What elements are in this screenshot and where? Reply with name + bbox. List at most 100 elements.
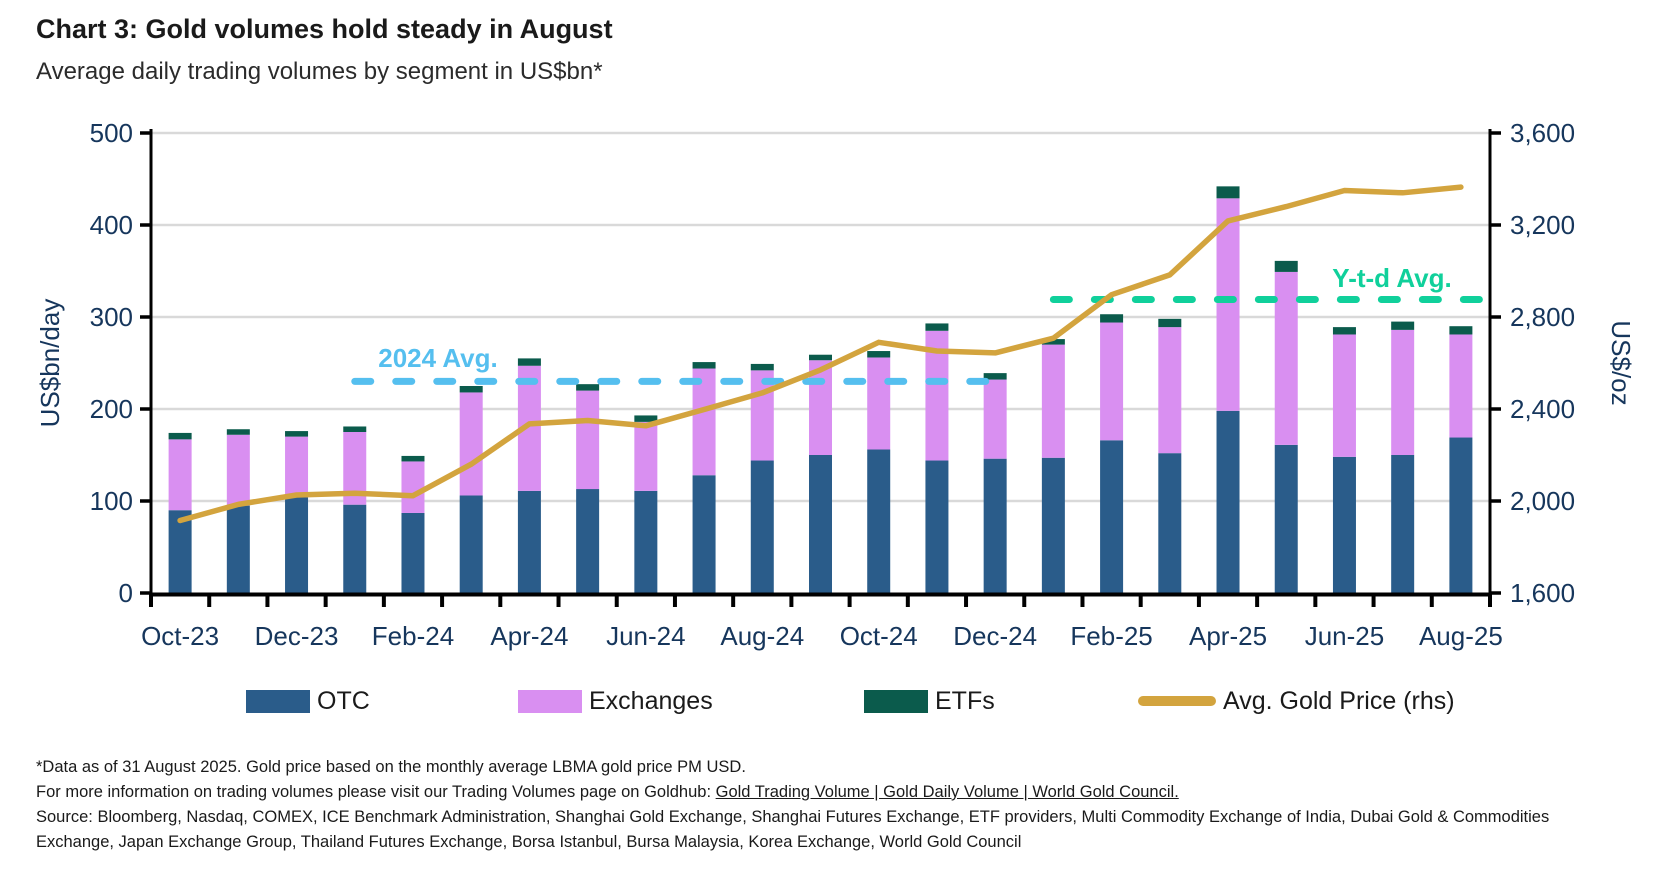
bar-segment-etfs-Jun-24 — [634, 415, 658, 422]
bar-segment-exchanges-Jul-24 — [692, 368, 716, 476]
left-axis-tick-label: 500 — [90, 118, 133, 148]
bar-segment-otc-Mar-25 — [1158, 453, 1182, 593]
bar-segment-otc-Apr-24 — [517, 490, 541, 593]
bar-segment-otc-Aug-25 — [1449, 437, 1473, 593]
bar-segment-otc-Apr-25 — [1216, 410, 1240, 593]
legend-label-otc: OTC — [317, 686, 370, 715]
right-axis-tick-label: 2,800 — [1510, 302, 1575, 332]
x-axis-tick-label: Feb-25 — [1070, 621, 1152, 651]
x-axis-tick-label: Apr-25 — [1189, 621, 1267, 651]
bar-segment-etfs-Dec-24 — [983, 373, 1007, 380]
x-axis-tick-label: Apr-24 — [490, 621, 568, 651]
bar-segment-exchanges-Feb-24 — [401, 461, 425, 513]
bar-segment-etfs-Oct-23 — [168, 432, 192, 440]
right-axis-tick-label: 3,600 — [1510, 118, 1575, 148]
bar-segment-exchanges-Dec-23 — [285, 436, 309, 498]
right-axis-tick-label: 3,200 — [1510, 210, 1575, 240]
bar-segment-otc-Jul-25 — [1391, 455, 1415, 593]
bar-segment-etfs-Mar-25 — [1158, 318, 1182, 328]
bar-segment-exchanges-May-25 — [1274, 271, 1298, 445]
bar-segment-exchanges-Oct-23 — [168, 439, 192, 511]
bar-segment-etfs-Dec-23 — [285, 431, 309, 437]
footnote-info-line: For more information on trading volumes … — [36, 780, 1628, 805]
goldhub-link[interactable]: Gold Trading Volume | Gold Daily Volume … — [715, 783, 1179, 801]
right-axis-tick-label: 2,400 — [1510, 394, 1575, 424]
bar-segment-otc-Jan-25 — [1041, 457, 1065, 593]
left-axis-tick-label: 400 — [90, 210, 133, 240]
bar-segment-exchanges-Jan-25 — [1041, 344, 1065, 458]
legend-item-etfs: ETFs — [864, 686, 995, 716]
bar-segment-exchanges-Apr-24 — [517, 365, 541, 491]
bar-segment-exchanges-Mar-24 — [459, 392, 483, 496]
x-axis-tick-label: Oct-23 — [141, 621, 219, 651]
x-axis-tick-label: Aug-24 — [720, 621, 804, 651]
gold-price-line — [177, 184, 1464, 524]
x-axis-tick-label: Dec-24 — [953, 621, 1037, 651]
bar-segment-exchanges-Nov-23 — [226, 434, 250, 506]
bar-segment-otc-Aug-24 — [750, 460, 774, 593]
bar-segment-exchanges-May-24 — [576, 390, 600, 490]
bar-segment-etfs-Feb-24 — [401, 455, 425, 462]
left-axis-title: US$bn/day — [35, 299, 65, 428]
bar-segment-otc-Sep-24 — [809, 455, 832, 593]
right-axis-tick-label: 1,600 — [1510, 578, 1575, 608]
legend-label-gold-price: Avg. Gold Price (rhs) — [1223, 686, 1455, 715]
legend-label-exchanges: Exchanges — [589, 686, 713, 715]
bar-segment-exchanges-Oct-24 — [867, 357, 891, 450]
bar-segment-exchanges-Jan-24 — [343, 432, 367, 505]
right-axis-title: US$/oz — [1606, 320, 1636, 405]
bar-segment-etfs-Jun-25 — [1332, 327, 1356, 335]
bar-segment-exchanges-Jun-24 — [634, 421, 658, 491]
bar-segment-exchanges-Feb-25 — [1100, 322, 1124, 441]
x-axis-tick-label: Oct-24 — [840, 621, 918, 651]
bar-segment-exchanges-Dec-24 — [983, 379, 1007, 459]
legend-item-exchanges: Exchanges — [518, 686, 713, 716]
bar-segment-otc-May-25 — [1274, 444, 1298, 593]
footnote-data-note: *Data as of 31 August 2025. Gold price b… — [36, 758, 746, 776]
bar-segment-exchanges-Nov-24 — [925, 330, 949, 461]
bar-segment-etfs-Apr-24 — [517, 358, 541, 366]
x-axis-tick-label: Aug-25 — [1419, 621, 1503, 651]
bar-segment-etfs-Oct-24 — [867, 351, 891, 358]
bar-segment-otc-Dec-23 — [285, 497, 309, 593]
bar-segment-otc-Oct-23 — [168, 510, 192, 593]
avg-annotation-label-avgytd: Y-t-d Avg. — [1332, 263, 1451, 293]
footnotes: *Data as of 31 August 2025. Gold price b… — [36, 755, 1628, 855]
bar-segment-otc-Jun-24 — [634, 490, 658, 593]
bar-segment-exchanges-Mar-25 — [1158, 327, 1182, 454]
bar-segment-etfs-Jul-24 — [692, 362, 716, 369]
bar-segment-exchanges-Jul-25 — [1391, 329, 1415, 455]
gold-price-line-swatch-icon — [1138, 696, 1216, 706]
bar-segment-etfs-Mar-24 — [459, 386, 483, 393]
bar-segment-etfs-May-24 — [576, 384, 600, 391]
bar-segment-exchanges-Jun-25 — [1332, 334, 1356, 457]
legend-item-gold-price: Avg. Gold Price (rhs) — [1138, 686, 1455, 716]
left-axis-tick-label: 300 — [90, 302, 133, 332]
bar-segment-etfs-Aug-25 — [1449, 326, 1473, 335]
bar-segment-otc-Feb-25 — [1100, 440, 1124, 593]
bar-segment-exchanges-Apr-25 — [1216, 198, 1240, 411]
bar-segment-otc-Mar-24 — [459, 495, 483, 593]
bar-segment-otc-Oct-24 — [867, 449, 891, 593]
left-axis-tick-label: 200 — [90, 394, 133, 424]
bar-segment-etfs-Sep-24 — [809, 354, 832, 361]
x-axis-tick-label: Jun-24 — [606, 621, 686, 651]
footnote-info-prefix: For more information on trading volumes … — [36, 783, 716, 801]
bar-segment-etfs-Apr-25 — [1216, 186, 1240, 199]
bar-segment-otc-Nov-24 — [925, 460, 949, 593]
otc-swatch-icon — [246, 689, 310, 713]
bar-segment-etfs-Aug-24 — [750, 363, 774, 371]
bar-segment-etfs-Nov-24 — [925, 323, 949, 331]
bar-segment-etfs-Jul-25 — [1391, 321, 1415, 330]
bar-segment-otc-Jan-24 — [343, 504, 367, 593]
exchanges-swatch-icon — [518, 689, 582, 713]
bar-segment-etfs-Jan-24 — [343, 426, 367, 432]
avg-annotation-label-avg2024: 2024 Avg. — [378, 343, 497, 373]
chart-subtitle: Average daily trading volumes by segment… — [36, 58, 603, 85]
bar-segment-otc-Jul-24 — [692, 475, 716, 593]
left-axis-tick-label: 0 — [119, 578, 133, 608]
legend-label-etfs: ETFs — [935, 686, 995, 715]
x-axis-tick-label: Feb-24 — [372, 621, 454, 651]
footnote-source: Source: Bloomberg, Nasdaq, COMEX, ICE Be… — [36, 808, 1550, 851]
